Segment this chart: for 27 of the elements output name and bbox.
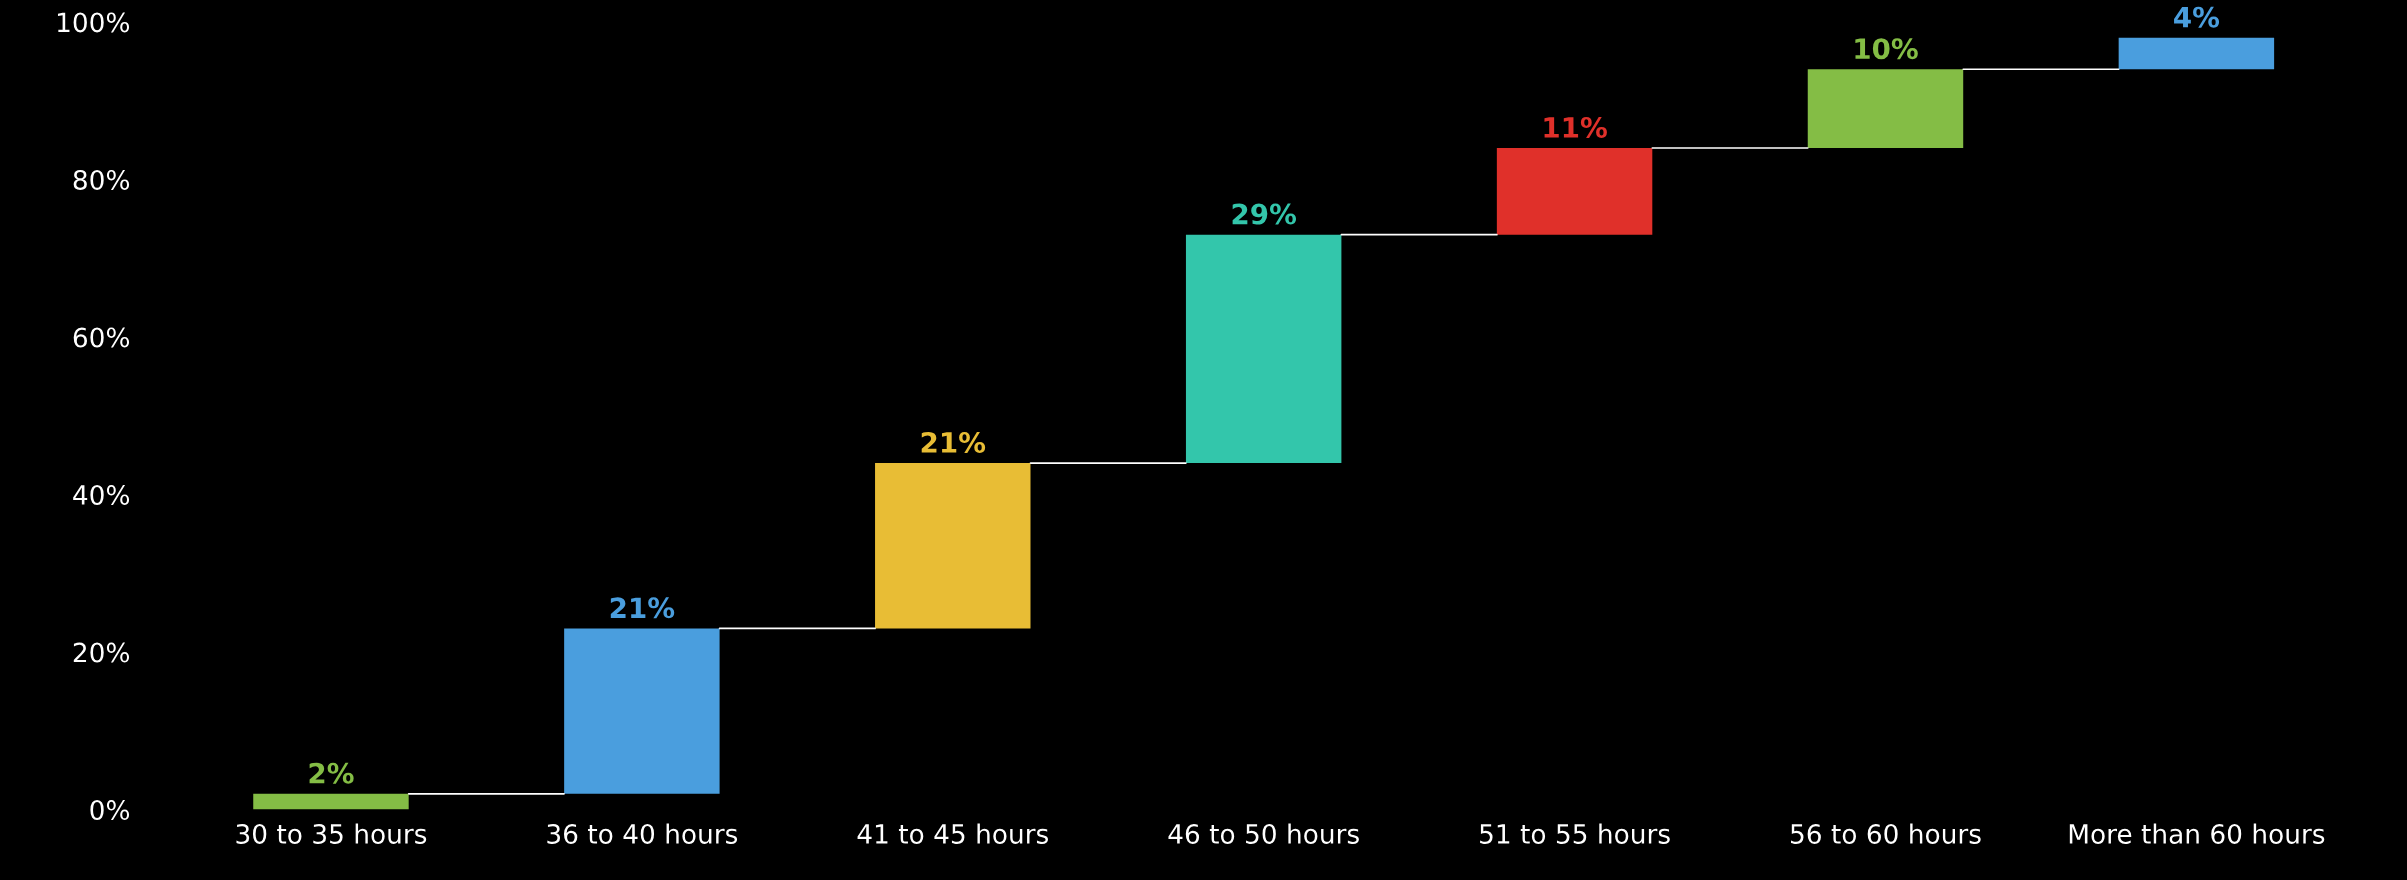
y-tick-label: 80% <box>73 169 130 190</box>
x-tick-label: More than 60 hours <box>2069 823 2325 844</box>
x-tick-label: 46 to 50 hours <box>1168 823 1359 844</box>
bar <box>2118 37 2275 70</box>
bar <box>875 463 1031 629</box>
bar <box>1807 69 1964 149</box>
data-label: 4% <box>2174 6 2220 28</box>
x-tick-label: 56 to 60 hours <box>1791 823 1981 844</box>
bar <box>1185 234 1342 464</box>
data-label: 21% <box>921 431 986 453</box>
data-label: 21% <box>610 597 675 619</box>
data-label: 2% <box>309 762 354 784</box>
y-tick-label: 40% <box>73 485 130 505</box>
y-tick-label: 20% <box>73 642 130 663</box>
y-tick-label: 60% <box>73 327 130 348</box>
y-tick-label: 0% <box>90 800 130 820</box>
x-tick-label: 51 to 55 hours <box>1480 823 1670 844</box>
x-tick-label: 30 to 35 hours <box>236 823 427 844</box>
y-tick-label: 100% <box>57 12 130 33</box>
data-label: 29% <box>1232 203 1297 225</box>
bar <box>253 793 409 810</box>
x-tick-label: 36 to 40 hours <box>547 823 738 844</box>
data-label: 10% <box>1855 38 1918 60</box>
data-label: 11% <box>1544 116 1607 138</box>
bar <box>1496 148 1653 235</box>
bar <box>564 628 720 794</box>
x-tick-label: 41 to 45 hours <box>857 823 1048 844</box>
